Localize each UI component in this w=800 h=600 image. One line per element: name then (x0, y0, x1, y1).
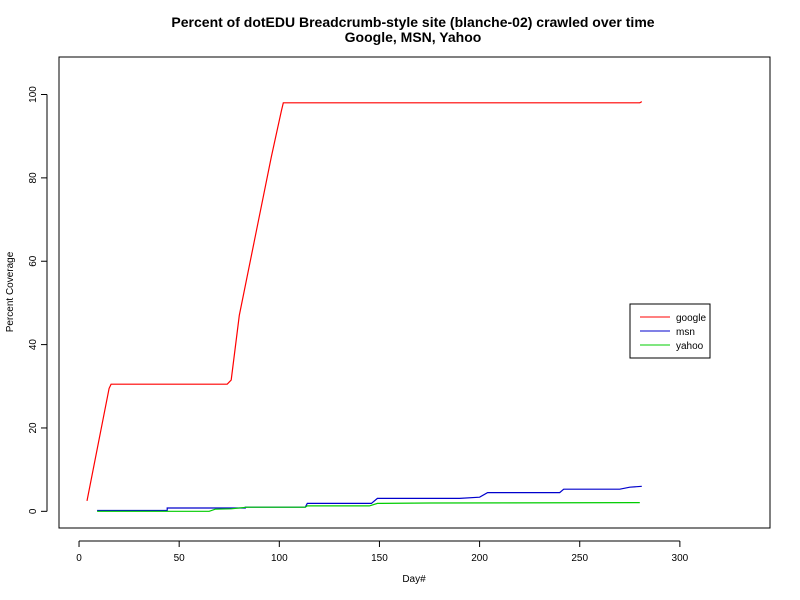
y-tick-label: 80 (28, 172, 39, 184)
chart-subtitle: Google, MSN, Yahoo (345, 29, 482, 45)
x-tick-label: 300 (672, 553, 689, 564)
series-line-google (86, 101, 643, 502)
x-tick-label: 200 (471, 553, 488, 564)
x-tick-label: 50 (174, 553, 186, 564)
x-tick-label: 250 (571, 553, 588, 564)
x-axis: 0 50 100 150 200 250 300 (76, 540, 689, 564)
plot-frame (58, 56, 771, 529)
y-tick-label: 0 (28, 508, 39, 514)
x-axis-label: Day# (402, 574, 426, 585)
legend: google msn yahoo (629, 303, 711, 359)
series-line-yahoo (97, 502, 640, 512)
x-tick-label: 0 (76, 553, 82, 564)
series-line-msn (97, 485, 642, 512)
y-tick-label: 60 (28, 255, 39, 267)
chart-title: Percent of dotEDU Breadcrumb-style site … (171, 14, 654, 30)
y-axis: 0 20 40 60 80 100 (28, 86, 48, 514)
legend-label-msn: msn (676, 327, 695, 338)
y-tick-label: 40 (28, 339, 39, 351)
y-axis-label: Percent Coverage (5, 251, 16, 332)
series-lines (86, 101, 643, 512)
legend-label-yahoo: yahoo (676, 341, 704, 352)
y-tick-label: 100 (28, 86, 39, 103)
x-tick-label: 100 (271, 553, 288, 564)
x-tick-label: 150 (371, 553, 388, 564)
y-tick-label: 20 (28, 422, 39, 434)
legend-label-google: google (676, 313, 706, 324)
